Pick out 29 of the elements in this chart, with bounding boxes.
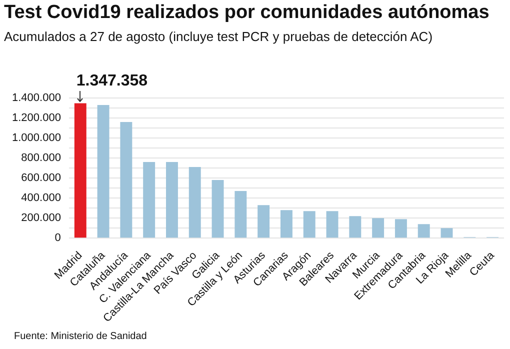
source-note: Fuente: Ministerio de Sanidad — [14, 331, 147, 342]
y-tick-label: 600.000 — [21, 172, 61, 184]
bar — [120, 122, 132, 238]
chart-title: Test Covid19 realizados por comunidades autónomas — [4, 2, 490, 24]
bar — [326, 211, 338, 238]
y-tick-label: 800.000 — [21, 152, 61, 164]
y-tick-label: 1.200.000 — [12, 112, 61, 124]
bar — [74, 103, 86, 238]
bar — [418, 224, 430, 238]
y-tick-label: 0 — [54, 232, 61, 244]
bar — [280, 210, 292, 238]
bar — [349, 216, 362, 238]
bar — [372, 218, 384, 238]
bar — [303, 211, 316, 238]
annotation: 1.347.358 — [76, 72, 148, 90]
bar — [188, 167, 201, 238]
bar — [394, 219, 407, 238]
bar — [166, 162, 178, 238]
bar — [143, 162, 156, 238]
y-tick-label: 1.000.000 — [12, 132, 61, 144]
bar — [212, 180, 224, 238]
bar — [440, 228, 453, 238]
chart-subtitle: Acumulados a 27 de agosto (incluye test PCR y pruebas de detección AC) — [4, 29, 433, 44]
bar — [234, 191, 247, 238]
bar — [97, 105, 110, 238]
y-tick-label: 200.000 — [21, 212, 61, 224]
y-tick-label: 400.000 — [21, 192, 61, 204]
y-tick-label: 1.400.000 — [12, 92, 61, 104]
bar — [258, 205, 270, 238]
